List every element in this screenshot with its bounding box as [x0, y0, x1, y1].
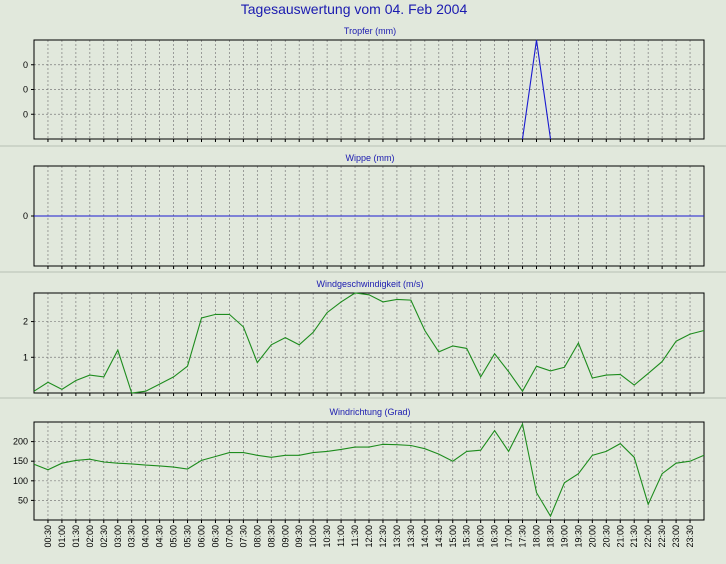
chart-title: Windgeschwindigkeit (m/s) — [316, 279, 423, 289]
x-tick-label: 07:00 — [224, 525, 234, 548]
x-tick-label: 18:30 — [546, 525, 556, 548]
x-tick-label: 23:30 — [685, 525, 695, 548]
x-tick-label: 05:00 — [169, 525, 179, 548]
y-tick-label: 0 — [23, 60, 28, 70]
x-tick-label: 12:00 — [364, 525, 374, 548]
x-tick-label: 08:30 — [266, 525, 276, 548]
x-tick-label: 02:00 — [85, 525, 95, 548]
x-tick-label: 03:30 — [127, 525, 137, 548]
x-tick-label: 17:30 — [518, 525, 528, 548]
chart-panel-wippe: Wippe (mm) 0 — [23, 153, 705, 269]
x-tick-label: 10:00 — [308, 525, 318, 548]
y-tick-label: 2 — [23, 317, 28, 327]
x-tick-label: 08:00 — [252, 525, 262, 548]
x-tick-label: 11:30 — [350, 525, 360, 547]
chart-panel-windgeschwindigkeit: Windgeschwindigkeit (m/s) 1 2 — [23, 279, 705, 396]
plot-frame — [33, 292, 705, 394]
chart-panel-windrichtung: Windrichtung (Grad) 50 100 150 200 — [13, 407, 705, 523]
x-tick-label: 02:30 — [99, 525, 109, 548]
x-tick-label: 03:00 — [113, 525, 123, 548]
x-tick-label: 13:00 — [392, 525, 402, 548]
x-tick-label: 19:00 — [559, 525, 569, 548]
page-title: Tagesauswertung vom 04. Feb 2004 — [241, 1, 468, 17]
y-tick-label: 0 — [23, 85, 28, 95]
y-tick-label: 1 — [23, 352, 28, 362]
x-tick-label: 17:00 — [504, 525, 514, 548]
chart-title: Windrichtung (Grad) — [329, 407, 410, 417]
series-line — [33, 422, 705, 518]
x-tick-label: 20:30 — [601, 525, 611, 548]
y-tick-label: 0 — [23, 211, 28, 221]
y-tick-label: 200 — [13, 437, 28, 447]
x-tick-label: 15:00 — [448, 525, 458, 548]
chart-title: Tropfer (mm) — [344, 26, 396, 36]
x-tick-label: 12:30 — [378, 525, 388, 548]
x-tick-label: 14:00 — [420, 525, 430, 548]
x-tick-label: 16:30 — [490, 525, 500, 548]
chart-title: Wippe (mm) — [346, 153, 395, 163]
x-tick-label: 06:30 — [211, 525, 221, 548]
x-tick-label: 07:30 — [238, 525, 248, 548]
y-tick-label: 0 — [23, 109, 28, 119]
y-tick-label: 100 — [13, 476, 28, 486]
x-tick-label: 01:00 — [57, 525, 67, 548]
plot-frame — [33, 421, 705, 521]
x-tick-label: 11:00 — [336, 525, 346, 547]
time-axis-labels: 00:30 01:00 01:30 02:00 02:30 03:00 03:30 04:00… — [43, 525, 695, 548]
series-line — [33, 292, 705, 394]
y-tick-label: 150 — [13, 456, 28, 466]
x-tick-label: 15:30 — [462, 525, 472, 548]
x-tick-label: 21:30 — [629, 525, 639, 548]
x-tick-label: 10:30 — [322, 525, 332, 548]
series-line — [521, 39, 552, 140]
x-tick-label: 23:00 — [671, 525, 681, 548]
x-tick-label: 22:30 — [657, 525, 667, 548]
x-tick-label: 04:00 — [141, 525, 151, 548]
x-tick-label: 13:30 — [406, 525, 416, 548]
x-tick-label: 04:30 — [155, 525, 165, 548]
x-tick-label: 14:30 — [434, 525, 444, 548]
x-tick-label: 09:00 — [280, 525, 290, 548]
x-tick-label: 18:00 — [532, 525, 542, 548]
x-tick-label: 22:00 — [643, 525, 653, 548]
x-tick-label: 19:30 — [573, 525, 583, 548]
x-tick-label: 06:00 — [197, 525, 207, 548]
x-tick-label: 05:30 — [183, 525, 193, 548]
x-tick-label: 21:00 — [615, 525, 625, 548]
y-tick-label: 50 — [18, 495, 28, 505]
plot-frame — [33, 39, 705, 140]
x-tick-label: 16:00 — [476, 525, 486, 548]
x-tick-label: 01:30 — [71, 525, 81, 548]
chart-panel-tropfer: Tropfer (mm) 0 0 0 — [23, 26, 705, 142]
x-tick-label: 09:30 — [294, 525, 304, 548]
x-tick-label: 20:00 — [587, 525, 597, 548]
x-tick-label: 00:30 — [43, 525, 53, 548]
